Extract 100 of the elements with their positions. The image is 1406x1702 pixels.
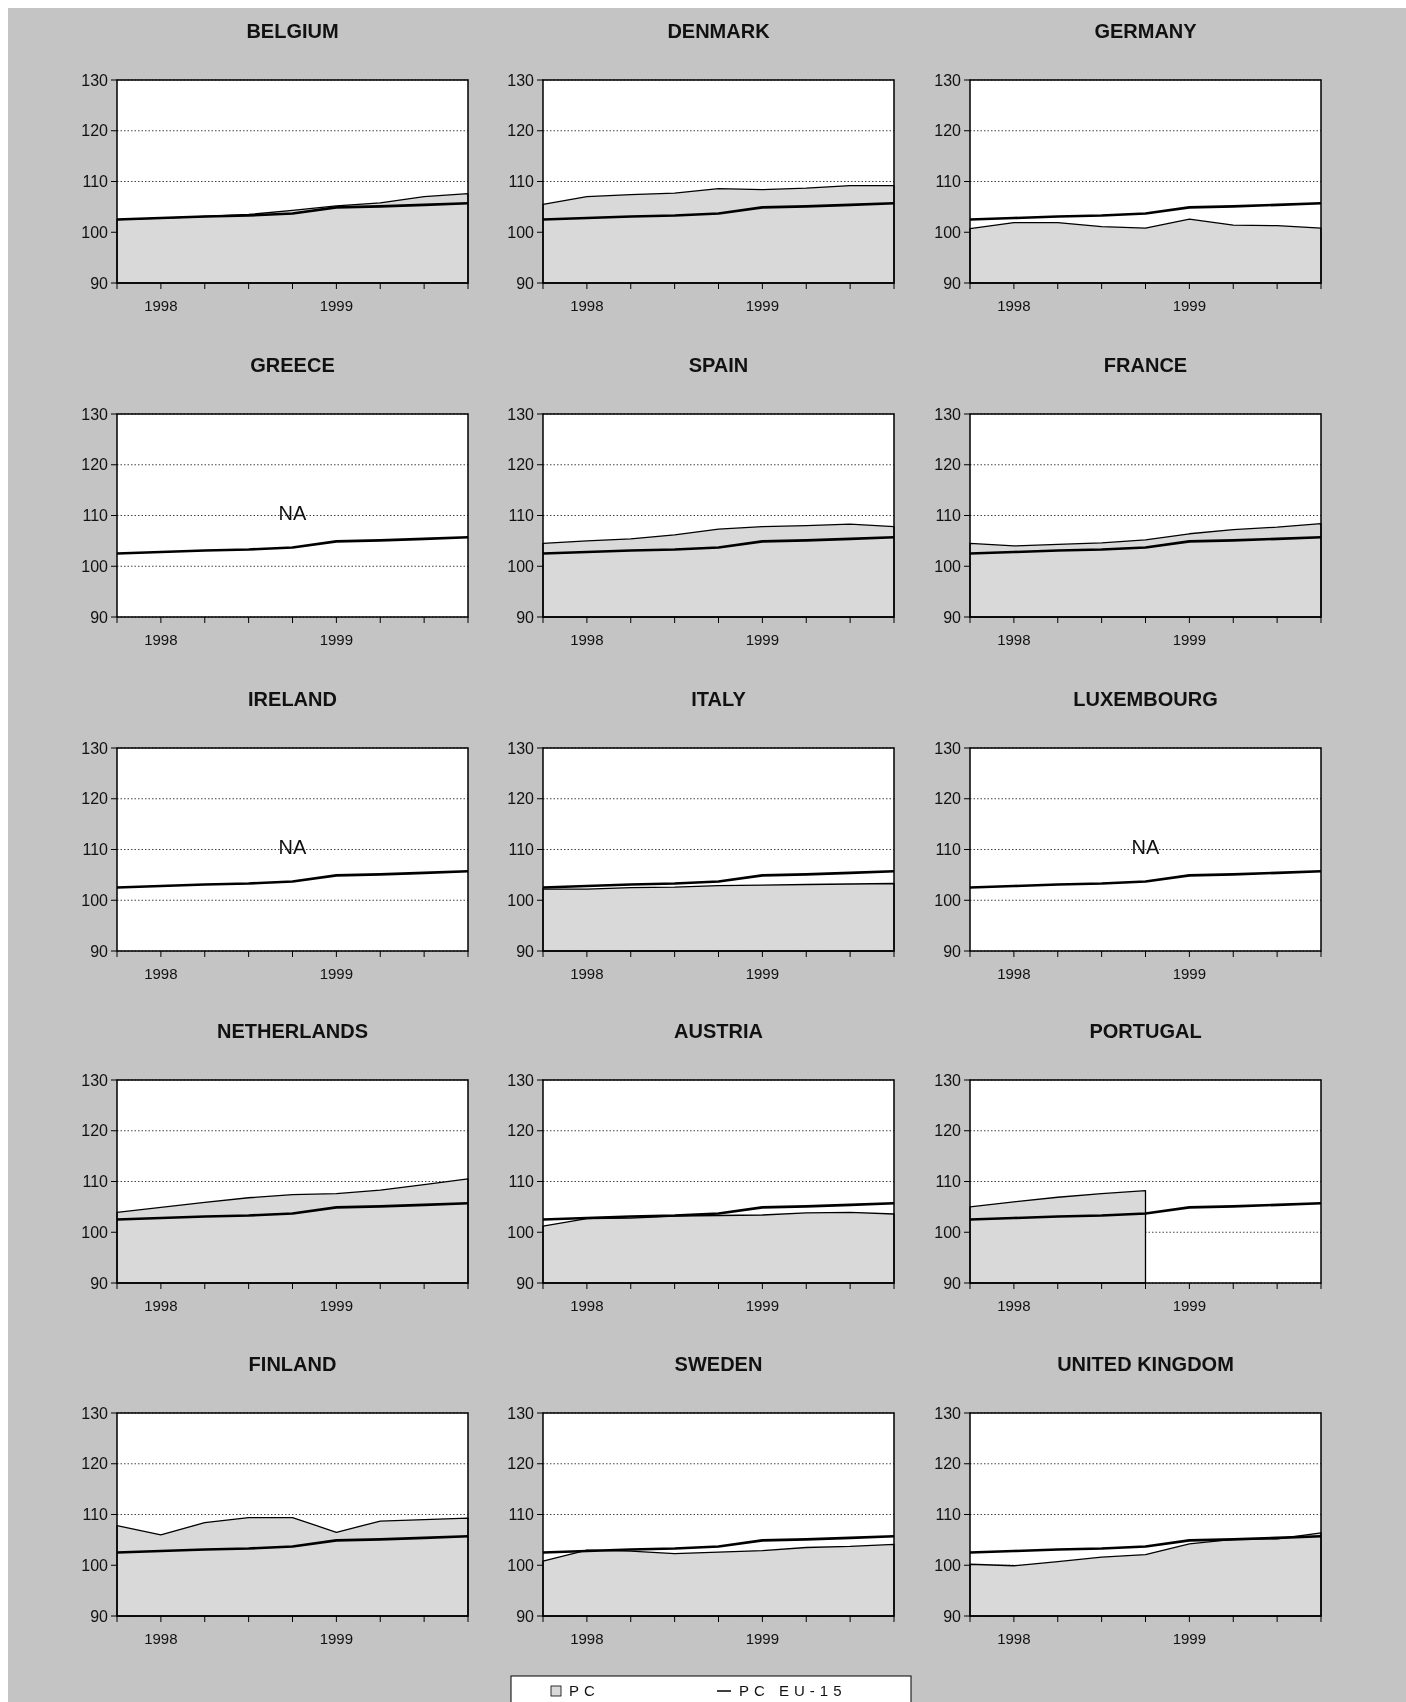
y-tick-label: 110: [82, 1173, 109, 1191]
y-tick-label: 110: [82, 841, 109, 859]
y-tick-label: 130: [934, 739, 962, 757]
y-tick-label: 120: [507, 790, 535, 808]
y-tick-label: 130: [507, 739, 535, 757]
y-tick-label: 90: [943, 1607, 962, 1625]
y-tick-label: 130: [81, 1071, 109, 1089]
y-tick-label: 100: [81, 557, 109, 575]
y-tick-label: 110: [508, 1506, 535, 1524]
y-tick-label: 90: [516, 942, 535, 960]
chart-title: SWEDEN: [674, 1353, 763, 1375]
legend-label: PC EU-15: [739, 1682, 847, 1699]
chart-title: FINLAND: [248, 1353, 337, 1375]
chart-title: GERMANY: [1094, 20, 1198, 42]
y-tick-label: 130: [507, 71, 535, 89]
y-tick-label: 110: [935, 507, 962, 525]
y-tick-label: 130: [81, 1404, 109, 1422]
y-tick-label: 120: [934, 1122, 962, 1140]
y-tick-label: 100: [507, 223, 535, 241]
y-tick-label: 120: [507, 456, 535, 474]
y-tick-label: 130: [934, 71, 962, 89]
y-tick-label: 100: [934, 557, 962, 575]
y-tick-label: 110: [82, 507, 109, 525]
y-tick-label: 90: [943, 1274, 962, 1292]
annotation: NA: [278, 835, 308, 858]
y-tick-label: 110: [82, 1506, 109, 1524]
x-tick-label: 1998: [144, 1297, 178, 1314]
y-tick-label: 110: [82, 173, 109, 191]
y-tick-label: 90: [90, 942, 109, 960]
y-tick-label: 100: [507, 891, 535, 909]
x-tick-label: 1998: [144, 631, 178, 648]
x-tick-label: 1998: [570, 1297, 604, 1314]
chart-title: LUXEMBOURG: [1073, 688, 1218, 710]
y-tick-label: 120: [934, 456, 962, 474]
x-tick-label: 1999: [1172, 297, 1207, 314]
y-tick-label: 120: [934, 790, 962, 808]
y-tick-label: 100: [81, 223, 109, 241]
annotation: NA: [1131, 835, 1161, 858]
y-tick-label: 130: [507, 1404, 535, 1422]
x-tick-label: 1998: [144, 1630, 178, 1647]
chart-title: AUSTRIA: [674, 1020, 763, 1042]
y-tick-label: 120: [934, 1455, 962, 1473]
x-tick-label: 1999: [1172, 965, 1207, 982]
x-tick-label: 1999: [319, 297, 354, 314]
y-tick-label: 90: [90, 608, 109, 626]
y-tick-label: 110: [935, 173, 962, 191]
y-tick-label: 110: [508, 173, 535, 191]
y-tick-label: 110: [935, 1506, 962, 1524]
y-tick-label: 130: [934, 405, 962, 423]
x-tick-label: 1999: [319, 631, 354, 648]
y-tick-label: 90: [943, 942, 962, 960]
x-tick-label: 1999: [319, 1630, 354, 1647]
y-tick-label: 100: [507, 1556, 535, 1574]
y-tick-label: 100: [81, 1556, 109, 1574]
chart-title: FRANCE: [1103, 354, 1188, 376]
y-tick-label: 100: [81, 891, 109, 909]
y-tick-label: 130: [507, 405, 535, 423]
chart-title: GREECE: [250, 354, 335, 376]
x-tick-label: 1998: [144, 297, 178, 314]
y-tick-label: 130: [81, 71, 109, 89]
y-tick-label: 120: [81, 1455, 109, 1473]
y-tick-label: 110: [935, 1173, 962, 1191]
x-tick-label: 1998: [570, 297, 604, 314]
x-tick-label: 1998: [997, 965, 1031, 982]
x-tick-label: 1998: [997, 1630, 1031, 1647]
x-tick-label: 1998: [997, 1297, 1031, 1314]
x-tick-label: 1999: [745, 1297, 780, 1314]
y-tick-label: 90: [943, 274, 962, 292]
y-tick-label: 90: [90, 274, 109, 292]
x-tick-label: 1999: [745, 297, 780, 314]
y-tick-label: 90: [943, 608, 962, 626]
y-tick-label: 110: [508, 507, 535, 525]
chart-title: BELGIUM: [246, 20, 339, 42]
y-tick-label: 130: [934, 1071, 962, 1089]
y-tick-label: 130: [81, 405, 109, 423]
x-tick-label: 1999: [1172, 1297, 1207, 1314]
y-tick-label: 120: [507, 1122, 535, 1140]
chart-title: NETHERLANDS: [216, 1020, 369, 1042]
x-tick-label: 1999: [319, 1297, 354, 1314]
y-tick-label: 100: [934, 1556, 962, 1574]
chart-title: ITALY: [691, 688, 747, 710]
y-tick-label: 100: [934, 891, 962, 909]
x-tick-label: 1998: [144, 965, 178, 982]
x-tick-label: 1999: [1172, 631, 1207, 648]
y-tick-label: 120: [81, 1122, 109, 1140]
y-tick-label: 90: [516, 1274, 535, 1292]
chart-title: DENMARK: [667, 20, 771, 42]
y-tick-label: 90: [516, 1607, 535, 1625]
chart-title: IRELAND: [248, 688, 337, 710]
y-tick-label: 90: [90, 1274, 109, 1292]
x-tick-label: 1998: [570, 631, 604, 648]
legend-label: PC: [569, 1682, 600, 1699]
y-tick-label: 90: [90, 1607, 109, 1625]
x-tick-label: 1999: [1172, 1630, 1207, 1647]
y-tick-label: 110: [935, 841, 962, 859]
x-tick-label: 1998: [570, 965, 604, 982]
y-tick-label: 110: [508, 1173, 535, 1191]
x-tick-label: 1998: [570, 1630, 604, 1647]
x-tick-label: 1999: [745, 965, 780, 982]
x-tick-label: 1999: [319, 965, 354, 982]
